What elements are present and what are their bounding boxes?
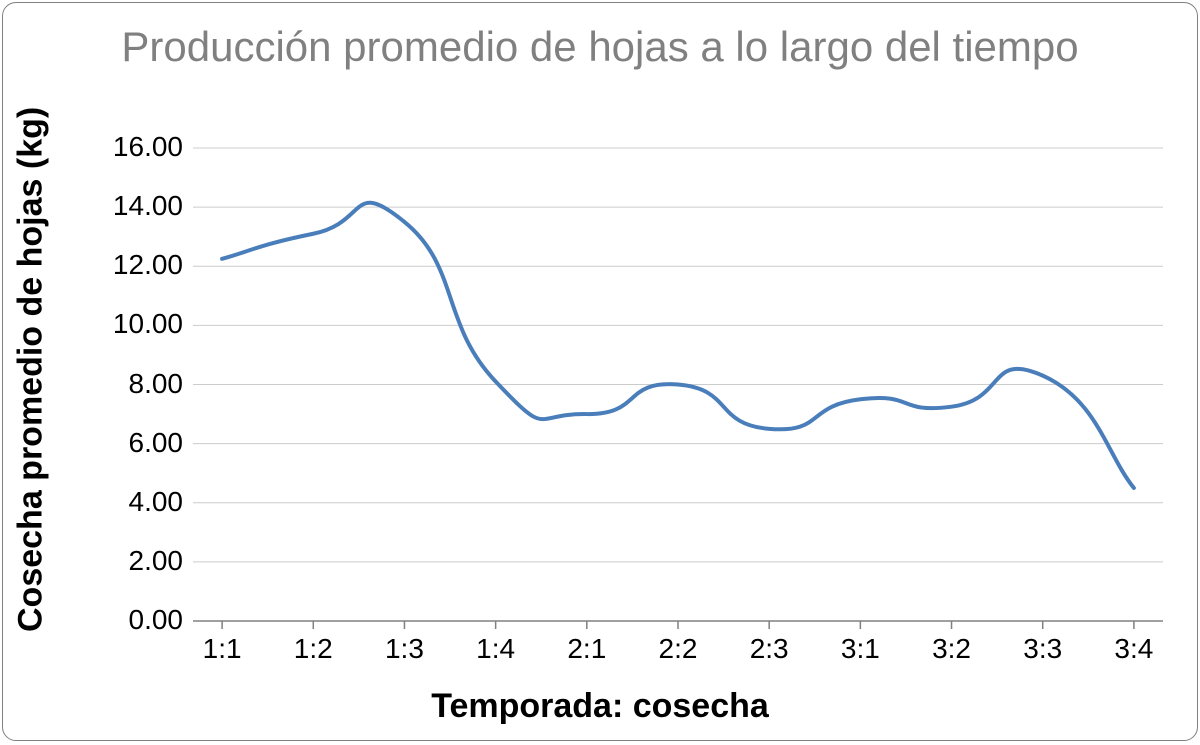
y-tick-label: 0.00 xyxy=(98,604,183,636)
y-tick-label: 4.00 xyxy=(98,486,183,518)
y-tick-label: 6.00 xyxy=(98,427,183,459)
x-tick-label: 1:2 xyxy=(294,633,333,665)
y-tick-label: 8.00 xyxy=(98,368,183,400)
x-tick-label: 3:3 xyxy=(1023,633,1062,665)
x-tick-label: 2:3 xyxy=(750,633,789,665)
x-tick-label: 1:1 xyxy=(203,633,242,665)
x-tick-label: 1:4 xyxy=(476,633,515,665)
y-tick-label: 10.00 xyxy=(98,308,183,340)
x-tick-label: 2:2 xyxy=(659,633,698,665)
data-series-line xyxy=(222,203,1134,488)
y-tick-label: 16.00 xyxy=(98,131,183,163)
x-tick-label: 2:1 xyxy=(567,633,606,665)
x-tick-label: 1:3 xyxy=(385,633,424,665)
chart-container: Producción promedio de hojas a lo largo … xyxy=(2,2,1198,741)
x-tick-label: 3:1 xyxy=(841,633,880,665)
x-tick-label: 3:4 xyxy=(1114,633,1153,665)
x-tick-label: 3:2 xyxy=(932,633,971,665)
y-tick-label: 12.00 xyxy=(98,249,183,281)
y-tick-label: 14.00 xyxy=(98,190,183,222)
y-tick-label: 2.00 xyxy=(98,545,183,577)
